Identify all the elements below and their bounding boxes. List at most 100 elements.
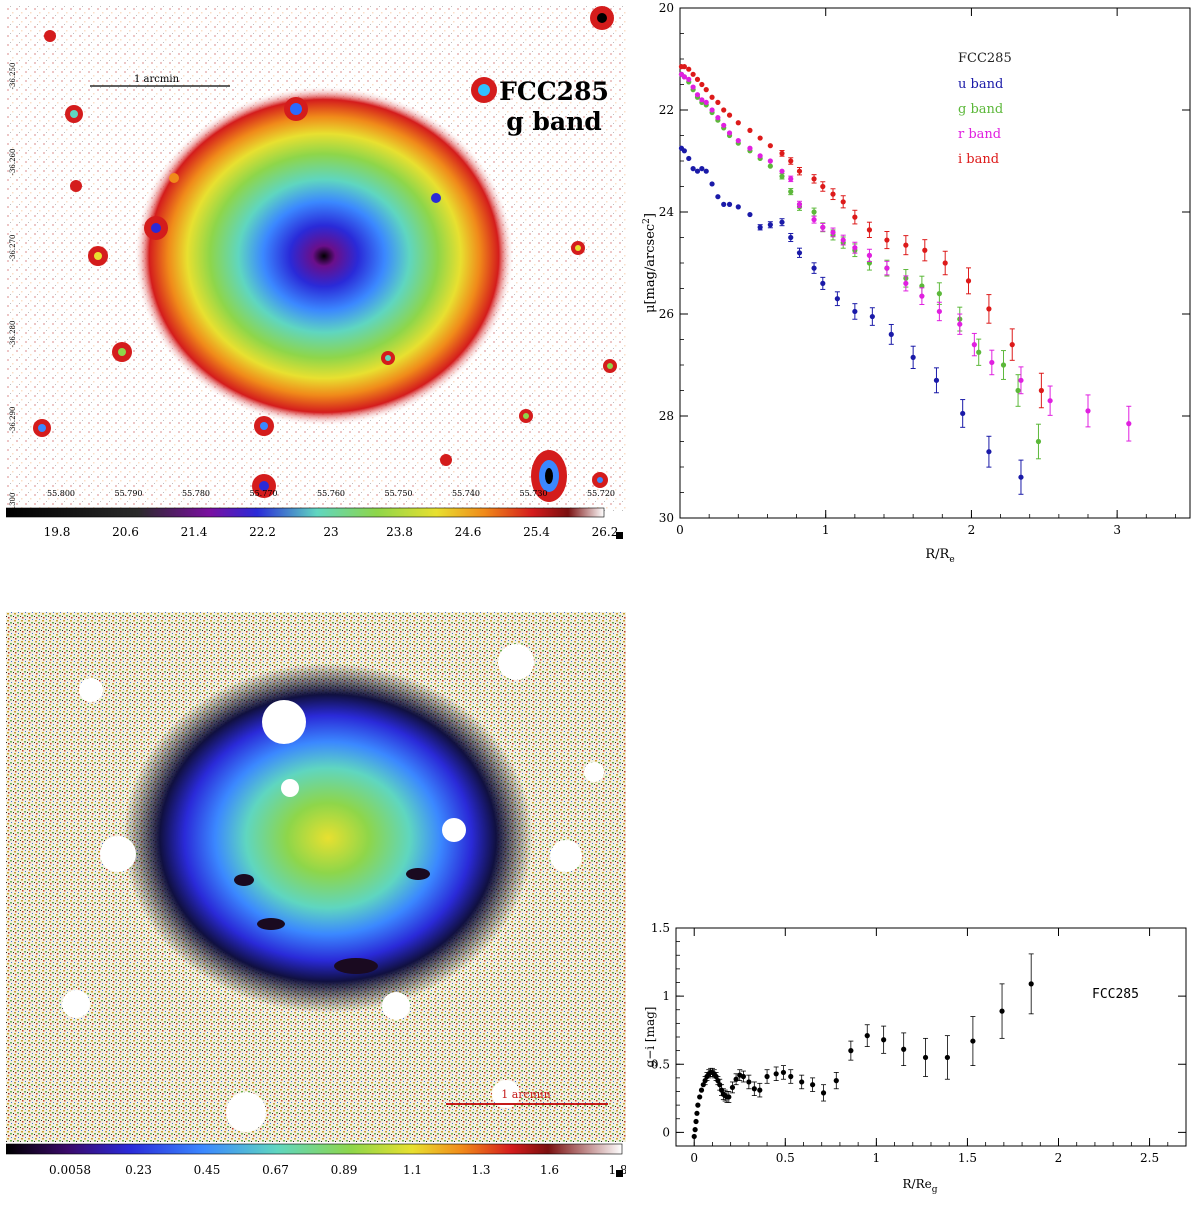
scale-bar-label: 1 arcmin: [134, 74, 180, 85]
data-point-u: [852, 308, 858, 315]
colorbar-label: 1.6: [540, 1163, 559, 1177]
data-point-u: [721, 201, 727, 207]
data-point-g: [936, 291, 942, 297]
data-point-gi: [740, 1073, 746, 1080]
data-point-r: [735, 138, 741, 144]
colorbar-label: 24.6: [455, 525, 482, 539]
colorbar-label: 25.4: [523, 525, 550, 539]
data-point-i: [922, 247, 928, 253]
data-point-r: [957, 321, 963, 327]
data-point-gi: [697, 1094, 703, 1100]
legend-g: g band: [958, 102, 1003, 117]
data-point-i: [942, 260, 948, 266]
data-point-r: [726, 130, 733, 136]
data-point-r: [852, 245, 858, 251]
data-point-gi: [751, 1086, 757, 1092]
data-point-u: [820, 280, 826, 286]
legend-title: FCC285: [958, 51, 1012, 66]
colorbar-label: 1.1: [403, 1163, 422, 1177]
colorbar-top: 19.8 20.6 21.4 22.2 23 23.8 24.6 25.4 26.2: [5, 506, 626, 546]
colorbar-bottom: 0.0058 0.23 0.45 0.67 0.89 1.1 1.3 1.6 1.8: [5, 1142, 628, 1182]
data-point-i: [694, 76, 701, 82]
x-tick-label: 2: [1055, 1151, 1063, 1165]
band-label: g band: [506, 107, 602, 136]
colorbar-top-labels: 19.8 20.6 21.4 22.2 23 23.8 24.6 25.4 26.2: [44, 525, 619, 539]
data-point-u: [726, 201, 733, 207]
data-point-u: [910, 354, 916, 360]
legend-title-bottom: FCC285: [1092, 987, 1139, 1002]
y-tick-label: 30: [659, 511, 674, 525]
data-point-gi: [901, 1046, 907, 1052]
color-map-image: 1 arcmin: [6, 612, 626, 1142]
data-point-gi: [693, 1118, 699, 1125]
data-point-u: [757, 224, 763, 230]
legend: FCC285 u band g band r band i band: [958, 51, 1012, 167]
ra-tick-label: 55.800: [47, 489, 75, 498]
data-point-gi: [733, 1076, 739, 1082]
data-point-u: [960, 410, 966, 417]
data-point-i: [686, 66, 692, 72]
data-point-gi: [944, 1054, 950, 1061]
dec-tick-label: -36.260: [9, 149, 17, 176]
data-point-i: [884, 237, 890, 243]
surface-brightness-chart: 0 1 2 3 20 22 24 26 28 30 R/Re μ[mag/arcsec2] FCC…: [640, 0, 1200, 580]
colorbar-marker: [616, 532, 623, 539]
data-point-g: [767, 163, 773, 169]
data-point-i: [709, 94, 715, 100]
data-point-g: [811, 209, 817, 215]
ra-tick-label: 55.740: [452, 489, 480, 498]
data-point-r: [971, 342, 977, 348]
data-point-g: [1000, 362, 1007, 368]
y-tick-label: 26: [659, 307, 674, 321]
x-tick-label: 0: [676, 523, 684, 537]
data-point-gi: [820, 1090, 827, 1096]
ra-tick-label: 55.760: [317, 489, 345, 498]
data-point-i: [811, 176, 817, 182]
colorbar-label: 0.23: [125, 1163, 152, 1177]
data-point-g: [1035, 438, 1042, 445]
field-stars: [33, 6, 617, 502]
data-point-r: [919, 293, 925, 299]
y-axis-label: μ[mag/arcsec2]: [642, 213, 658, 313]
data-point-r: [757, 153, 763, 159]
data-point-u: [686, 155, 692, 162]
data-point-gi: [746, 1079, 752, 1085]
data-point-u: [869, 313, 875, 320]
y-tick-label: 1.5: [651, 921, 670, 935]
data-point-u: [703, 168, 709, 174]
colorbar-bottom-labels: 0.0058 0.23 0.45 0.67 0.89 1.1 1.3 1.6 1.8: [49, 1163, 628, 1177]
data-point-r: [1018, 377, 1024, 383]
colorbar-label: 0.0058: [49, 1163, 91, 1177]
ra-tick-label: 55.720: [587, 489, 615, 498]
data-point-r: [796, 201, 803, 207]
plot-frame: [679, 7, 1191, 519]
colorbar-label: 23: [323, 525, 338, 539]
colorbar-label: 0.45: [194, 1163, 221, 1177]
y-tick-label: 0.5: [651, 1057, 670, 1071]
data-point-i: [767, 143, 773, 149]
data-point-r: [866, 252, 873, 258]
data-point-u: [811, 265, 817, 271]
color-profile-chart: 0 0.5 1 1.5 2 2.5 0 0.5 1 1.5 R/Reg g−i [mag] FCC…: [640, 910, 1200, 1210]
dec-tick-label: -36.250: [9, 63, 17, 90]
data-point-i: [681, 64, 687, 70]
x-tick-label: 1: [822, 523, 830, 537]
legend-u: u band: [958, 77, 1003, 92]
x-tick-label: 2: [968, 523, 976, 537]
object-label: FCC285: [499, 77, 609, 106]
data-point-i: [699, 81, 705, 88]
data-point-gi: [694, 1110, 700, 1116]
data-point-r: [936, 308, 942, 315]
data-point-i: [986, 306, 992, 312]
data-point-u: [699, 166, 705, 172]
y-tick-label: 22: [659, 103, 674, 117]
data-point-i: [703, 87, 709, 93]
data-point-r: [767, 158, 773, 164]
legend-r: r band: [958, 127, 1001, 142]
data-point-gi: [691, 1133, 697, 1140]
data-point-i: [1009, 342, 1015, 348]
data-point-gi: [692, 1127, 698, 1133]
data-point-u: [694, 168, 701, 174]
data-point-gi: [726, 1094, 732, 1100]
data-point-r: [681, 74, 687, 80]
